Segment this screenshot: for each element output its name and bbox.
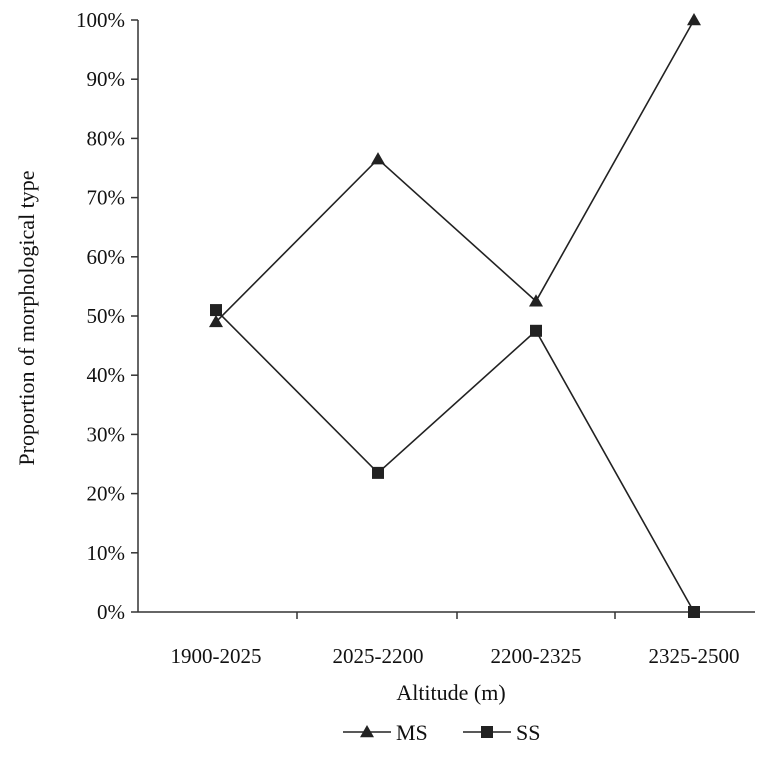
data-point-ms	[209, 314, 223, 328]
legend-item-ss: SS	[463, 720, 540, 745]
data-point-ss	[688, 606, 700, 618]
y-tick-label: 40%	[87, 363, 126, 387]
y-tick-label: 80%	[87, 126, 126, 150]
y-axis-title: Proportion of morphological type	[14, 170, 39, 465]
y-tick-label: 10%	[87, 541, 126, 565]
series-layer	[209, 13, 701, 618]
y-tick-label: 0%	[97, 600, 125, 624]
data-point-ms	[529, 294, 543, 307]
x-tick-label: 2200-2325	[491, 644, 582, 668]
y-tick-label: 70%	[87, 186, 126, 210]
x-tick-label: 2325-2500	[649, 644, 740, 668]
y-tick-label: 60%	[87, 245, 126, 269]
series-ms	[209, 13, 701, 328]
x-tick-label: 2025-2200	[333, 644, 424, 668]
legend-item-ms: MS	[343, 720, 428, 745]
legend-label-ms: MS	[396, 720, 428, 745]
x-axis-title: Altitude (m)	[396, 680, 505, 705]
data-point-ms	[371, 152, 385, 165]
series-line-ms	[215, 19, 695, 323]
y-tick-label: 90%	[87, 67, 126, 91]
y-tick-label: 100%	[76, 8, 125, 32]
data-point-ss	[210, 304, 222, 317]
data-point-ms	[687, 13, 701, 26]
x-tick-label: 1900-2025	[171, 644, 262, 668]
legend-label-ss: SS	[516, 720, 540, 745]
y-axis-ticks: 0% 10% 20% 30% 40% 50% 60% 70% 80% 90% 100%	[76, 8, 138, 624]
legend: MS SS	[343, 720, 540, 745]
y-tick-label: 50%	[87, 304, 126, 328]
series-ss	[210, 304, 700, 618]
y-tick-label: 30%	[87, 422, 126, 446]
series-line-ss	[215, 309, 695, 613]
y-tick-label: 20%	[87, 482, 126, 506]
axes	[137, 20, 755, 613]
legend-marker-ss	[481, 726, 493, 738]
legend-marker-ms	[360, 725, 374, 738]
x-axis-ticks: 1900-2025 2025-2200 2200-2325 2325-2500	[171, 612, 740, 668]
data-point-ss	[372, 466, 384, 479]
data-point-ss	[530, 324, 542, 337]
